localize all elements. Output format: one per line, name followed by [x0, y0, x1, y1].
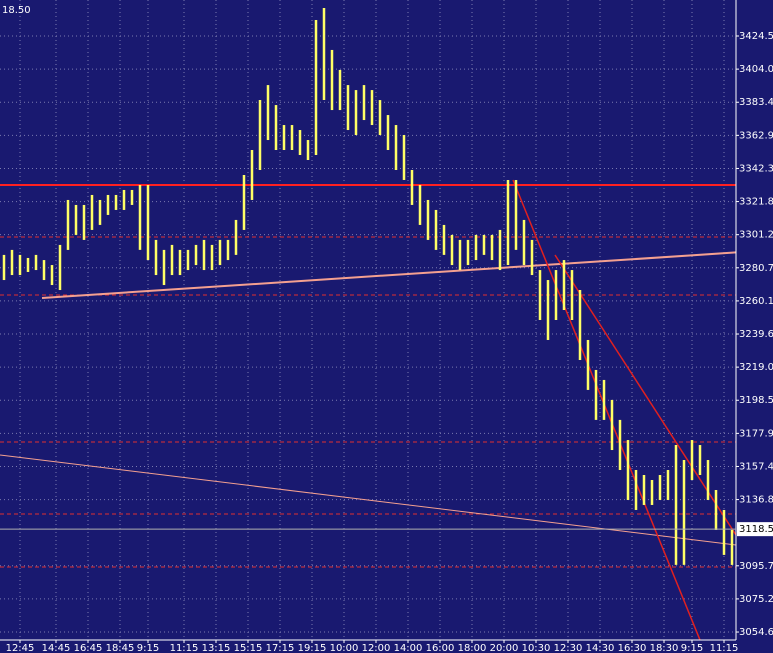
x-tick-label: 19:15	[298, 643, 327, 653]
axes: 3424.55 3404.00 3383.45 3362.90 3342.35 3321.…	[0, 31, 773, 653]
price-bars	[2, 8, 734, 565]
y-tick-label: 3280.70	[739, 263, 773, 274]
y-tick-label: 3075.20	[739, 594, 773, 605]
y-tick-label: 3383.45	[739, 97, 773, 108]
drawings	[0, 179, 736, 640]
x-tick-label: 12:00	[362, 643, 391, 653]
x-tick-label: 12:45	[6, 643, 35, 653]
x-tick-label: 16:30	[618, 643, 647, 653]
y-tick-label: 3219.05	[739, 362, 773, 373]
x-tick-label: 14:45	[42, 643, 71, 653]
last-price-label: 3118.50	[739, 524, 773, 535]
x-tick-label: 16:00	[426, 643, 455, 653]
trend-line	[554, 254, 736, 536]
y-tick-label: 3239.60	[739, 329, 773, 340]
trend-line	[512, 179, 701, 640]
trend-line	[0, 454, 736, 546]
y-tick-label: 3321.80	[739, 197, 773, 208]
y-tick-label: 3177.95	[739, 428, 773, 439]
y-tick-label: 3342.35	[739, 163, 773, 174]
y-tick-label: 3136.85	[739, 495, 773, 506]
x-tick-label: 11:15	[170, 643, 199, 653]
x-tick-label: 18:00	[458, 643, 487, 653]
x-tick-label: 13:15	[202, 643, 231, 653]
y-tick-label: 3157.40	[739, 461, 773, 472]
y-tick-label: 3054.65	[739, 627, 773, 638]
x-tick-label: 14:30	[586, 643, 615, 653]
y-tick-label: 3404.00	[739, 64, 773, 75]
trend-line	[41, 251, 736, 299]
x-tick-label: 10:00	[330, 643, 359, 653]
y-tick-label: 3198.50	[739, 395, 773, 406]
x-tick-label: 18:30	[650, 643, 679, 653]
x-tick-label: 9:15	[137, 643, 159, 653]
x-tick-label: 20:00	[490, 643, 519, 653]
grid	[0, 0, 736, 640]
x-tick-label: 11:15	[710, 643, 739, 653]
x-tick-label: 12:30	[554, 643, 583, 653]
y-tick-label: 3362.90	[739, 130, 773, 141]
x-tick-label: 14:00	[394, 643, 423, 653]
chart-title: 18.50	[2, 5, 31, 16]
x-tick-label: 15:15	[234, 643, 263, 653]
x-tick-label: 17:15	[266, 643, 295, 653]
y-tick-label: 3424.55	[739, 31, 773, 42]
y-tick-label: 3095.75	[739, 561, 773, 572]
y-tick-label: 3301.25	[739, 230, 773, 241]
x-tick-label: 10:30	[522, 643, 551, 653]
x-tick-label: 16:45	[74, 643, 103, 653]
x-tick-label: 9:15	[681, 643, 703, 653]
last-price-box	[737, 522, 773, 537]
x-tick-label: 18:45	[106, 643, 135, 653]
y-tick-label: 3260.15	[739, 296, 773, 307]
